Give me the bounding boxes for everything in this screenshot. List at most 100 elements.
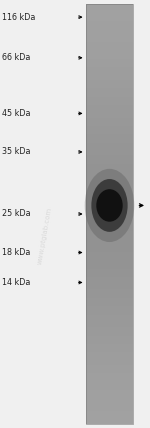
Bar (86, 134, 133, 139)
Bar (86, 348, 133, 352)
Bar (86, 398, 133, 403)
Bar (86, 214, 133, 218)
Bar (86, 344, 133, 348)
Bar (86, 415, 133, 419)
Text: 66 kDa: 66 kDa (2, 53, 30, 62)
Bar (86, 143, 133, 147)
Bar (86, 352, 133, 357)
Bar (86, 357, 133, 361)
Bar (86, 315, 133, 319)
Bar (86, 235, 133, 239)
Bar (86, 273, 133, 277)
Text: 35 kDa: 35 kDa (2, 147, 30, 157)
Bar (86, 139, 133, 143)
Text: 18 kDa: 18 kDa (2, 248, 30, 257)
Bar (86, 319, 133, 323)
Bar (86, 377, 133, 382)
Bar (86, 160, 133, 163)
Bar (86, 210, 133, 214)
Bar (86, 247, 133, 252)
Bar (86, 21, 133, 25)
Bar (86, 298, 133, 302)
Bar (86, 4, 133, 424)
Bar (86, 302, 133, 306)
Bar (86, 109, 133, 113)
Bar (86, 151, 133, 155)
Bar (86, 361, 133, 365)
Bar (86, 101, 133, 105)
Bar (86, 105, 133, 109)
Bar (86, 172, 133, 176)
Bar (86, 42, 133, 46)
Bar (86, 331, 133, 336)
Bar (86, 260, 133, 265)
Bar (86, 4, 133, 9)
Bar (86, 168, 133, 172)
Bar (86, 277, 133, 281)
Bar (86, 373, 133, 377)
Bar (86, 59, 133, 63)
Bar (86, 176, 133, 181)
Bar (86, 256, 133, 260)
Bar (86, 411, 133, 415)
Bar (86, 25, 133, 30)
Bar (86, 294, 133, 298)
Bar (86, 403, 133, 407)
Bar (86, 268, 133, 273)
Bar (86, 252, 133, 256)
Bar (86, 289, 133, 294)
Bar (86, 197, 133, 202)
Ellipse shape (91, 179, 128, 232)
Bar (86, 193, 133, 197)
Bar (86, 218, 133, 223)
Bar (86, 38, 133, 42)
Bar (86, 281, 133, 285)
Bar (86, 285, 133, 289)
Bar (86, 122, 133, 126)
Text: 45 kDa: 45 kDa (2, 109, 30, 118)
Bar (86, 113, 133, 118)
Bar (86, 63, 133, 67)
Bar (86, 88, 133, 92)
Bar (86, 306, 133, 310)
Bar (86, 231, 133, 235)
Bar (86, 223, 133, 226)
Bar (86, 46, 133, 51)
Bar (86, 76, 133, 80)
Bar (86, 9, 133, 13)
Bar (86, 336, 133, 340)
Bar (86, 118, 133, 122)
Text: www.ptglab.com: www.ptglab.com (37, 206, 53, 265)
Bar (86, 97, 133, 101)
Bar (86, 80, 133, 84)
Bar (86, 17, 133, 21)
Bar (86, 205, 133, 210)
Text: 116 kDa: 116 kDa (2, 12, 35, 22)
Bar (86, 71, 133, 76)
Bar (86, 310, 133, 315)
Text: 14 kDa: 14 kDa (2, 278, 30, 287)
Bar (86, 226, 133, 231)
Bar (86, 365, 133, 369)
Bar (86, 155, 133, 160)
Bar (86, 244, 133, 247)
Bar (86, 130, 133, 134)
Bar (86, 386, 133, 390)
Bar (86, 126, 133, 130)
Bar (86, 163, 133, 168)
Bar (86, 84, 133, 88)
Bar (86, 369, 133, 373)
Bar (86, 92, 133, 97)
Bar (86, 407, 133, 411)
Ellipse shape (85, 169, 134, 242)
Bar (86, 51, 133, 55)
Bar (86, 189, 133, 193)
Bar (86, 184, 133, 189)
Bar (86, 181, 133, 184)
Bar (86, 55, 133, 59)
Ellipse shape (96, 189, 123, 222)
Bar (86, 327, 133, 331)
Bar (86, 67, 133, 71)
Bar (86, 239, 133, 244)
Bar (86, 382, 133, 386)
